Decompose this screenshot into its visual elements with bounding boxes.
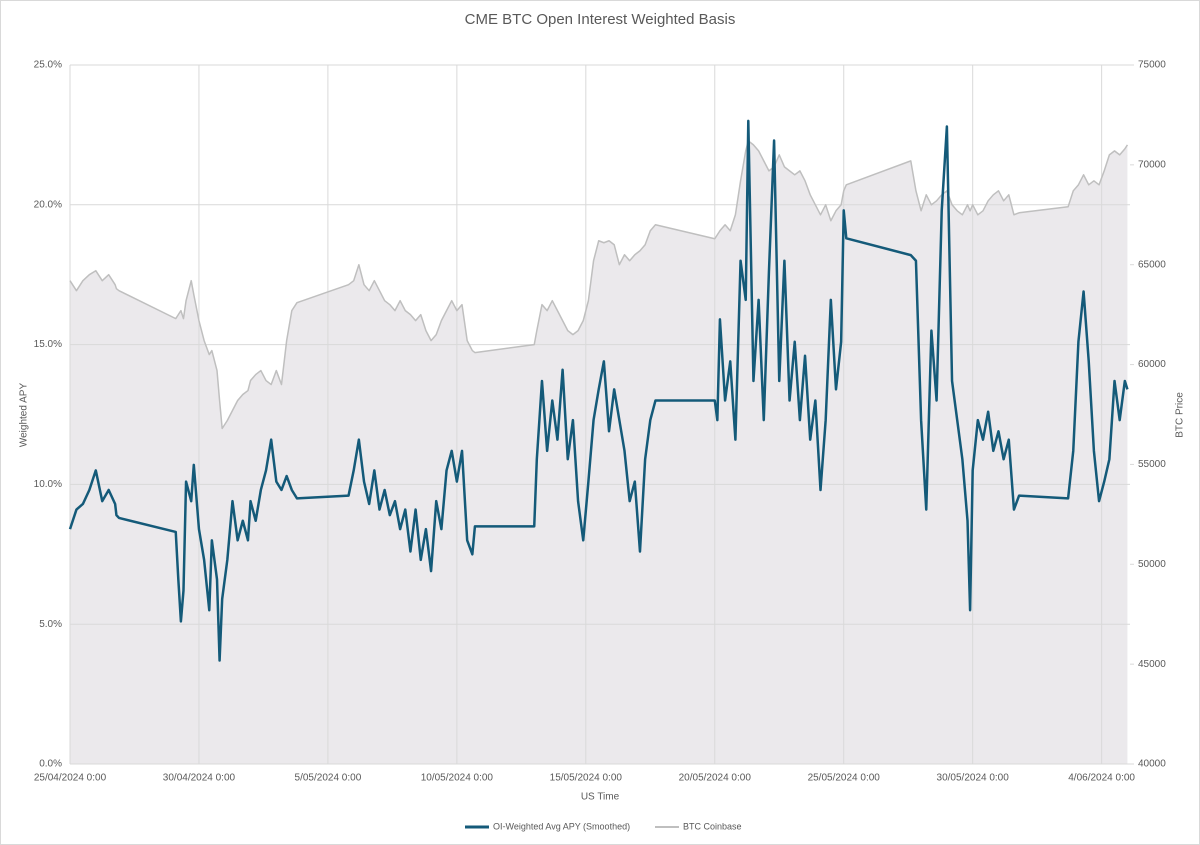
x-tick-label: 10/05/2024 0:00 [421,773,494,784]
y2-tick-label: 60000 [1138,359,1166,370]
x-tick-label: 30/05/2024 0:00 [937,773,1010,784]
y-tick-label: 10.0% [34,479,62,490]
x-tick-label: 4/06/2024 0:00 [1068,773,1135,784]
legend-label: BTC Coinbase [683,821,742,831]
chart-title: CME BTC Open Interest Weighted Basis [465,11,736,28]
y-tick-label: 25.0% [34,60,62,71]
x-tick-label: 15/05/2024 0:00 [550,773,623,784]
y2-tick-label: 50000 [1138,559,1166,570]
x-tick-label: 30/04/2024 0:00 [163,773,236,784]
y2-tick-label: 65000 [1138,259,1166,270]
y2-tick-label: 70000 [1138,159,1166,170]
y2-tick-label: 40000 [1138,759,1166,770]
series-line [68,119,1129,662]
y-tick-label: 5.0% [39,619,62,630]
legend-label: OI-Weighted Avg APY (Smoothed) [493,821,630,831]
x-tick-label: 20/05/2024 0:00 [679,773,752,784]
area [70,140,1128,765]
x-tick-label: 25/04/2024 0:00 [34,773,107,784]
y-tick-label: 20.0% [34,199,62,210]
y-tick-label: 15.0% [34,339,62,350]
y2-tick-label: 75000 [1138,60,1166,71]
y-tick-label: 0.0% [39,759,62,770]
y2-tick-label: 55000 [1138,459,1166,470]
x-axis-title: US Time [581,792,620,803]
x-tick-label: 5/05/2024 0:00 [295,773,362,784]
y2-tick-label: 45000 [1138,659,1166,670]
y2-axis-title: BTC Price [1175,392,1186,438]
y-axis-title: Weighted APY [19,383,30,448]
series-line [69,140,1129,430]
x-tick-label: 25/05/2024 0:00 [808,773,881,784]
plot-layer [68,64,1134,765]
